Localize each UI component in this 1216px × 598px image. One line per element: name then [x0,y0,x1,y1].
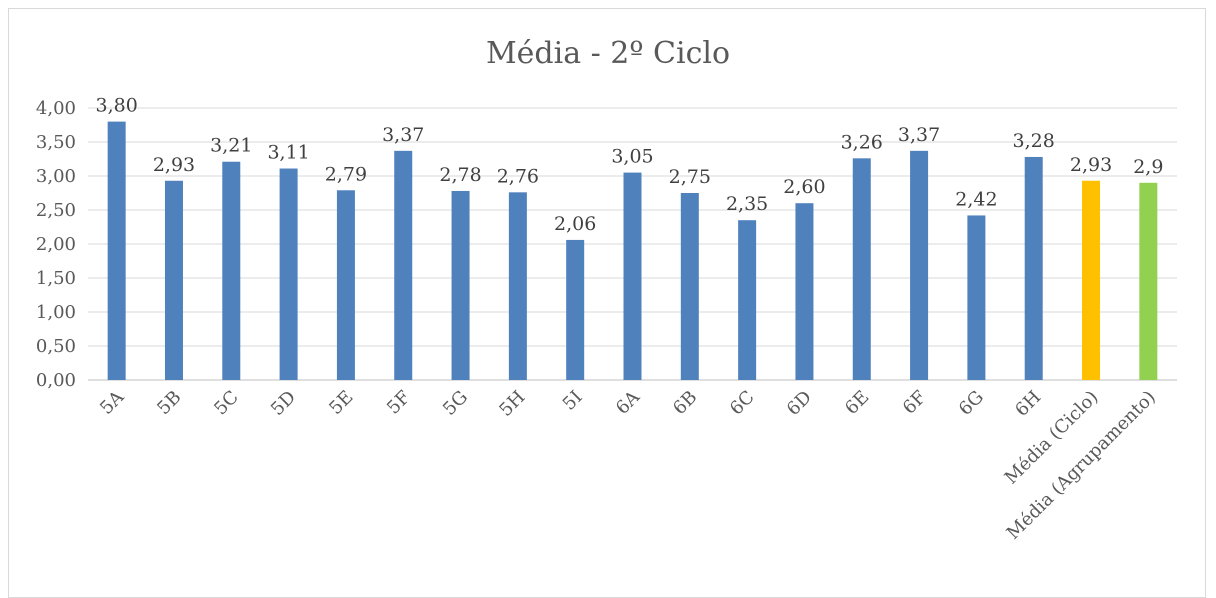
data-label: 3,80 [96,95,138,117]
chart-title: Média - 2º Ciclo [485,36,731,71]
x-tick-label: 5E [325,387,357,419]
bar [680,193,699,380]
data-label: 3,28 [1013,130,1055,152]
data-label: 2,06 [554,213,596,235]
x-tick-label: 6F [899,387,931,419]
x-tick-label: 6B [669,387,701,419]
y-tick-label: 4,00 [36,98,76,119]
data-label: 3,11 [267,142,309,164]
x-tick-label: 6E [841,387,873,419]
y-tick-label: 0,50 [36,336,76,357]
data-label: 2,79 [325,163,367,185]
bars [107,121,1158,380]
y-axis-ticks: 0,00 0,50 1,00 1,50 2,00 2,50 3,00 3,50 4,00 [36,98,76,391]
bar [852,158,871,380]
bar [910,150,929,380]
data-label: 3,26 [841,131,883,153]
data-label: 3,21 [210,135,252,157]
y-tick-label: 1,00 [36,302,76,323]
bar [738,220,757,380]
bar [164,180,183,380]
data-label: 3,37 [382,124,424,146]
x-tick-label: 6G [955,387,988,420]
data-label: 2,75 [669,166,711,188]
data-label: 2,78 [439,164,481,186]
chart-frame [8,8,1206,598]
bar [1139,182,1158,380]
data-label: 3,37 [898,124,940,146]
x-tick-label: 5H [495,387,529,421]
data-label: 2,60 [783,176,825,198]
bar [451,190,470,380]
bar [1024,156,1043,380]
x-tick-label: 5I [559,387,587,415]
y-tick-label: 3,00 [36,166,76,187]
x-tick-label: 6C [726,387,759,420]
y-tick-label: 2,50 [36,200,76,221]
data-label: 2,93 [153,154,195,176]
x-tick-label: 5B [153,387,185,419]
bar [1082,180,1101,380]
x-tick-label: 5C [210,387,243,420]
bar [967,215,986,380]
bar [107,121,126,380]
data-label: 3,05 [611,146,653,168]
data-label: 2,76 [497,165,539,187]
x-tick-label: 5F [383,387,415,419]
x-tick-label: 6A [612,386,645,419]
y-tick-label: 0,00 [36,370,76,391]
x-tick-label: 6H [1011,387,1045,421]
bar [566,239,585,380]
x-tick-label: 5A [96,386,129,419]
bar [279,168,298,380]
bar-chart: 0,00 0,50 1,00 1,50 2,00 2,50 3,00 3,50 4,00 3,8… [36,95,1177,544]
bar [222,161,241,380]
bar [336,190,355,380]
data-label: 2,9 [1133,156,1163,178]
x-tick-label: 5G [439,387,472,420]
bar [394,150,413,380]
data-labels: 3,80 2,93 3,21 3,11 2,79 3,37 2,78 2,76 2,06 3,05… [96,95,1164,235]
data-label: 2,42 [955,188,997,210]
x-tick-label: 5D [267,387,300,420]
bar [508,192,527,380]
bar [623,172,642,380]
data-label: 2,35 [726,193,768,215]
bar [795,203,814,380]
y-tick-label: 2,00 [36,234,76,255]
data-label: 2,93 [1070,154,1112,176]
y-tick-label: 3,50 [36,132,76,153]
x-tick-label: 6D [783,387,816,420]
x-axis-categories: 5A 5B 5C 5D 5E 5F 5G 5H 5I 6A 6B 6C 6D 6E 6F 6G 6HMédia … [96,386,1160,544]
y-tick-label: 1,50 [36,268,76,289]
